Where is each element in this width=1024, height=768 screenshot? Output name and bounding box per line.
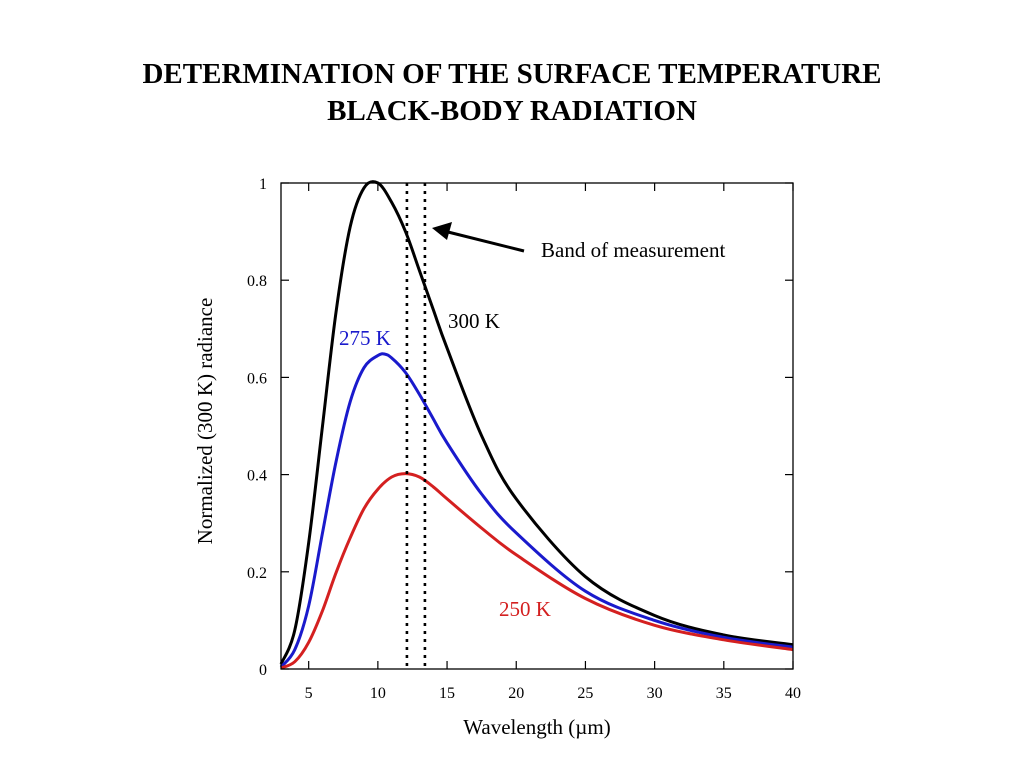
x-axis-label: Wavelength (µm) xyxy=(463,715,610,739)
x-tick-label: 10 xyxy=(370,685,386,702)
x-tick-label: 15 xyxy=(439,685,455,702)
annotation-1: 300 K xyxy=(448,309,500,333)
y-tick-label: 0.4 xyxy=(247,468,267,485)
annotations-group: Band of measurement 300 K 275 K 250 K xyxy=(339,238,725,621)
annotation-2: 275 K xyxy=(339,326,391,350)
y-tick-label: 0.2 xyxy=(247,565,267,582)
x-tick-label: 35 xyxy=(716,685,732,702)
title-line-1: DETERMINATION OF THE SURFACE TEMPERATURE xyxy=(142,58,882,90)
x-tick-label: 40 xyxy=(785,685,801,702)
series-line-1 xyxy=(279,352,794,669)
y-tick-label: 1 xyxy=(259,176,267,193)
title-line-2: BLACK-BODY RADIATION xyxy=(327,95,697,127)
x-axis: 5 10 15 20 25 30 35 40 xyxy=(305,183,801,702)
y-tick-label: 0.8 xyxy=(247,273,267,290)
band-arrow-icon xyxy=(432,222,525,253)
series-line-2 xyxy=(280,472,794,670)
x-tick-label: 30 xyxy=(647,685,663,702)
x-tick-label: 20 xyxy=(508,685,524,702)
x-tick-label: 25 xyxy=(577,685,593,702)
series-line-0 xyxy=(279,180,794,665)
annotation-0: Band of measurement xyxy=(541,238,725,262)
band-lines-group xyxy=(405,183,427,669)
plot-frame xyxy=(280,182,794,670)
y-tick-label: 0 xyxy=(259,662,267,679)
annotation-3: 250 K xyxy=(499,597,551,621)
y-axis-label: Normalized (300 K) radiance xyxy=(193,298,217,545)
x-tick-label: 5 xyxy=(305,685,313,702)
slide-title: DETERMINATION OF THE SURFACE TEMPERATURE… xyxy=(0,56,1024,130)
y-axis: 0 0.2 0.4 0.6 0.8 1 xyxy=(247,176,793,679)
y-tick-label: 0.6 xyxy=(247,370,267,387)
